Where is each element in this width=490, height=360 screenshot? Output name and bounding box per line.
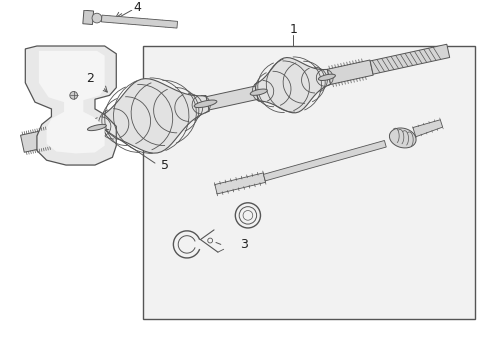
Ellipse shape	[250, 89, 267, 95]
Polygon shape	[255, 58, 331, 113]
Ellipse shape	[390, 128, 416, 148]
Ellipse shape	[92, 13, 102, 23]
Polygon shape	[25, 46, 116, 165]
Polygon shape	[93, 78, 209, 153]
Polygon shape	[21, 129, 52, 152]
Text: 2: 2	[86, 72, 94, 85]
Polygon shape	[327, 60, 373, 85]
Polygon shape	[264, 140, 386, 181]
Polygon shape	[101, 15, 177, 28]
Ellipse shape	[70, 91, 77, 99]
Text: 4: 4	[134, 1, 142, 14]
Bar	[144, 46, 475, 319]
Text: 5: 5	[161, 158, 169, 172]
Polygon shape	[370, 44, 450, 74]
Polygon shape	[49, 121, 96, 144]
Text: 3: 3	[240, 238, 248, 251]
Ellipse shape	[318, 74, 336, 81]
Ellipse shape	[87, 124, 106, 131]
Polygon shape	[206, 86, 258, 110]
Polygon shape	[413, 120, 442, 137]
Polygon shape	[215, 173, 266, 194]
Polygon shape	[83, 10, 94, 24]
Ellipse shape	[194, 100, 217, 108]
Polygon shape	[39, 51, 105, 153]
Text: 1: 1	[290, 23, 297, 36]
